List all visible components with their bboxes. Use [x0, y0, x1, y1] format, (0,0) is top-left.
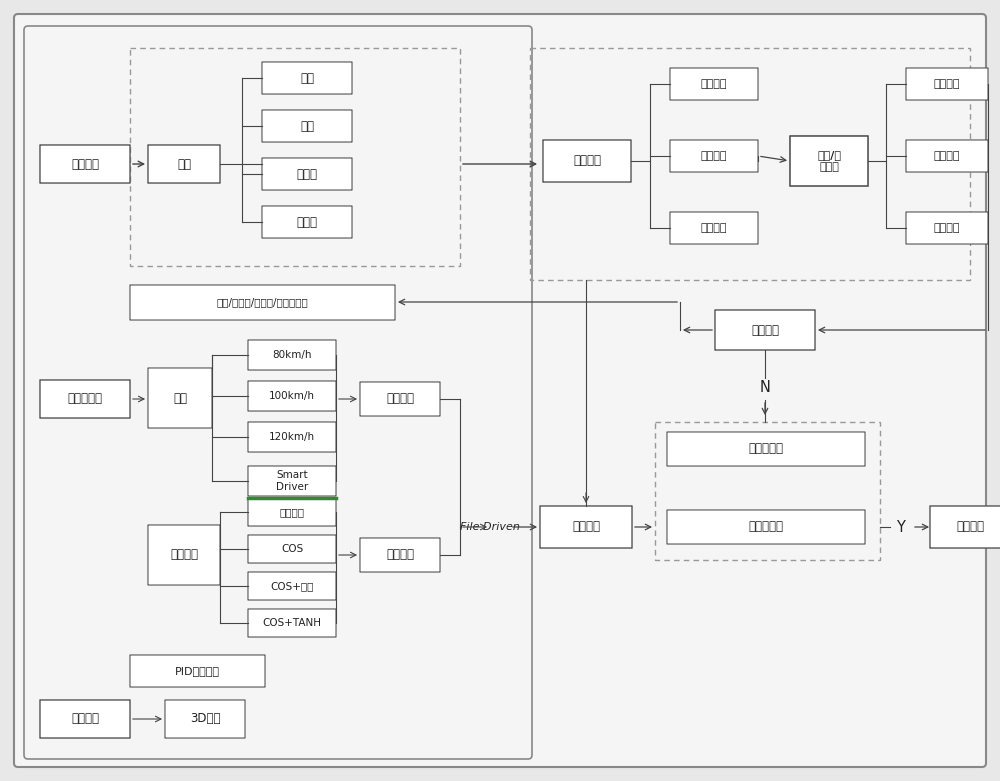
Text: 油门/制动器/离合器/变速器控制: 油门/制动器/离合器/变速器控制 [217, 298, 308, 308]
FancyBboxPatch shape [130, 655, 265, 687]
Text: 驾驶员模型: 驾驶员模型 [68, 393, 103, 405]
Bar [655, 422, 880, 560]
Text: 等速偏移: 等速偏移 [280, 507, 304, 517]
Text: Smart
Driver: Smart Driver [276, 470, 308, 492]
FancyBboxPatch shape [248, 572, 336, 600]
FancyBboxPatch shape [40, 380, 130, 418]
Text: 换道模型: 换道模型 [170, 548, 198, 562]
Text: 适宜性标准: 适宜性标准 [748, 520, 784, 533]
FancyBboxPatch shape [130, 285, 395, 320]
Text: 3D道路: 3D道路 [190, 712, 220, 726]
FancyBboxPatch shape [790, 136, 868, 186]
Text: COS: COS [281, 544, 303, 554]
Text: 最优轨迹: 最优轨迹 [956, 520, 984, 533]
Bar [130, 48, 460, 266]
Text: 车辆: 车辆 [177, 158, 191, 170]
Text: 全挂车: 全挂车 [296, 216, 318, 229]
FancyBboxPatch shape [543, 140, 631, 182]
Text: 加速性能: 加速性能 [934, 79, 960, 89]
Text: 动力/转
向特性: 动力/转 向特性 [817, 150, 841, 172]
Text: 120km/h: 120km/h [269, 432, 315, 442]
Text: 制动性能: 制动性能 [934, 151, 960, 161]
FancyBboxPatch shape [14, 14, 986, 767]
FancyBboxPatch shape [540, 506, 632, 548]
FancyBboxPatch shape [670, 68, 758, 100]
FancyBboxPatch shape [715, 310, 815, 350]
Text: COS+TANH: COS+TANH [262, 618, 322, 628]
Text: 约束条件: 约束条件 [751, 323, 779, 337]
FancyBboxPatch shape [262, 158, 352, 190]
Text: 道路模型: 道路模型 [71, 712, 99, 726]
Text: 转向控制: 转向控制 [386, 548, 414, 562]
Text: COS+直线: COS+直线 [270, 581, 314, 591]
FancyBboxPatch shape [670, 140, 758, 172]
Text: 开环转向: 开环转向 [701, 79, 727, 89]
Text: 80km/h: 80km/h [272, 350, 312, 360]
FancyBboxPatch shape [262, 206, 352, 238]
Text: N: N [760, 380, 770, 395]
Text: File Driven: File Driven [460, 522, 520, 532]
FancyBboxPatch shape [667, 510, 865, 544]
FancyBboxPatch shape [40, 145, 130, 183]
FancyBboxPatch shape [930, 506, 1000, 548]
FancyBboxPatch shape [360, 538, 440, 572]
Text: 车辆模型: 车辆模型 [71, 158, 99, 170]
Text: 标准仿真: 标准仿真 [573, 155, 601, 167]
FancyBboxPatch shape [165, 700, 245, 738]
Text: 轿车: 轿车 [300, 72, 314, 84]
FancyBboxPatch shape [360, 382, 440, 416]
FancyBboxPatch shape [40, 700, 130, 738]
FancyBboxPatch shape [667, 432, 865, 466]
FancyBboxPatch shape [670, 212, 758, 244]
Text: 车速: 车速 [173, 391, 187, 405]
Text: 稳态回转: 稳态回转 [701, 223, 727, 233]
FancyBboxPatch shape [248, 535, 336, 563]
Text: 直线试验: 直线试验 [701, 151, 727, 161]
FancyBboxPatch shape [262, 62, 352, 94]
FancyBboxPatch shape [148, 368, 212, 428]
Bar [530, 48, 970, 280]
FancyBboxPatch shape [148, 525, 220, 585]
FancyBboxPatch shape [248, 422, 336, 452]
FancyBboxPatch shape [248, 340, 336, 370]
Text: 转弯特性: 转弯特性 [934, 223, 960, 233]
Text: PID预瞄控制: PID预瞄控制 [175, 666, 220, 676]
FancyBboxPatch shape [248, 381, 336, 411]
Text: 客车: 客车 [300, 119, 314, 133]
FancyBboxPatch shape [262, 110, 352, 142]
Text: 半挂车: 半挂车 [296, 167, 318, 180]
Text: 速度控制: 速度控制 [386, 393, 414, 405]
FancyBboxPatch shape [248, 498, 336, 526]
FancyBboxPatch shape [906, 68, 988, 100]
FancyBboxPatch shape [148, 145, 220, 183]
Text: 100km/h: 100km/h [269, 391, 315, 401]
FancyBboxPatch shape [906, 140, 988, 172]
FancyBboxPatch shape [248, 609, 336, 637]
Text: 仿真结果: 仿真结果 [572, 520, 600, 533]
FancyBboxPatch shape [248, 466, 336, 496]
Text: Y: Y [896, 519, 904, 534]
FancyBboxPatch shape [906, 212, 988, 244]
Text: 适应性标准: 适应性标准 [748, 443, 784, 455]
